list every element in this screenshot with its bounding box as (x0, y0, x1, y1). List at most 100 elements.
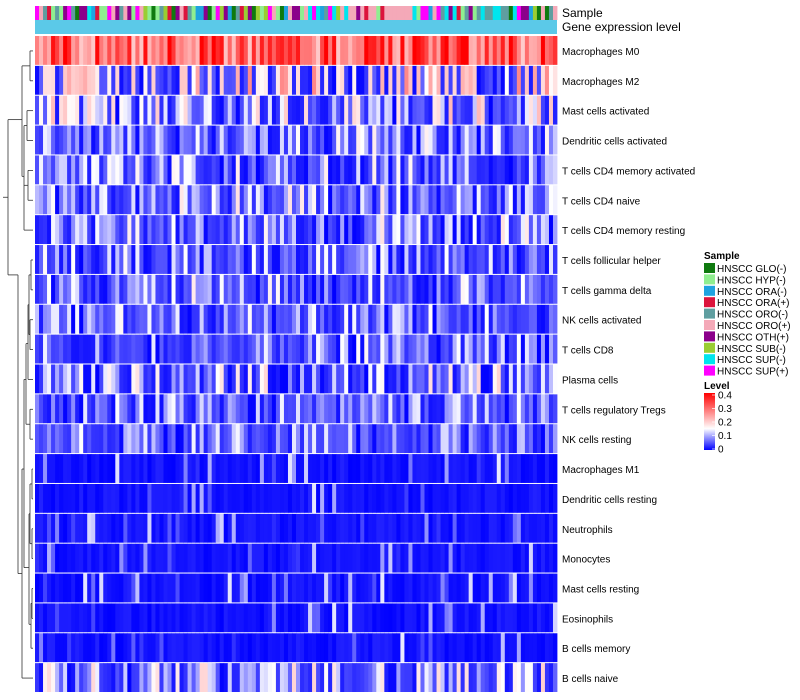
heatmap-cell (352, 36, 357, 65)
heatmap-cell (47, 603, 52, 633)
heatmap-cell (460, 633, 466, 663)
heatmap-cell (448, 36, 453, 65)
heatmap-cell (484, 454, 490, 483)
heatmap-cell (516, 483, 522, 513)
heatmap-cell (51, 424, 56, 454)
heatmap-cell (47, 245, 52, 274)
heatmap-cell (360, 215, 365, 245)
heatmap-cell (123, 215, 128, 245)
heatmap-cell (340, 334, 345, 364)
heatmap-cell (287, 633, 293, 663)
heatmap-cell (528, 663, 534, 692)
heatmap-cell (476, 394, 482, 424)
heatmap-cell (480, 573, 486, 603)
heatmap-cell (484, 543, 490, 573)
heatmap-cell (460, 215, 466, 245)
heatmap-cell (316, 543, 321, 573)
heatmap-cell (219, 304, 225, 334)
sample-annotation-cell (304, 6, 309, 20)
heatmap-cell (67, 394, 72, 424)
heatmap-cell (287, 334, 293, 364)
heatmap-cell (312, 274, 317, 304)
heatmap-cell (199, 125, 205, 155)
heatmap-cell (456, 334, 462, 364)
heatmap-cell (412, 304, 417, 334)
heatmap-cell (412, 364, 417, 394)
heatmap-cell (472, 65, 478, 95)
heatmap-cell (308, 454, 313, 483)
heatmap-cell (55, 633, 60, 663)
heatmap-cell (211, 125, 217, 155)
heatmap-cell (271, 513, 277, 543)
heatmap-cell (456, 394, 462, 424)
heatmap-cell (59, 274, 64, 304)
heatmap-cell (452, 454, 458, 483)
heatmap-cell (428, 215, 433, 245)
heatmap-cell (175, 274, 180, 304)
heatmap-cell (287, 483, 293, 513)
heatmap-cell (275, 573, 281, 603)
heatmap-cell (332, 454, 337, 483)
row-label: Macrophages M0 (562, 47, 640, 58)
heatmap-cell (364, 633, 369, 663)
heatmap-cell (484, 573, 490, 603)
heatmap-cell (51, 65, 56, 95)
heatmap-cell (103, 274, 108, 304)
heatmap-cell (47, 573, 52, 603)
heatmap-cell (308, 185, 313, 215)
sample-annotation-cell (328, 6, 333, 20)
heatmap-cell (215, 215, 221, 245)
heatmap-cell (187, 215, 192, 245)
sample-annotation-cell (151, 6, 156, 20)
heatmap-cell (388, 36, 393, 65)
heatmap-cell (476, 633, 482, 663)
heatmap-cell (464, 394, 470, 424)
heatmap-cell (508, 633, 514, 663)
heatmap-cell (360, 155, 365, 185)
heatmap-cell (251, 573, 257, 603)
sample-annotation-cell (392, 6, 397, 20)
heatmap-cell (223, 215, 229, 245)
heatmap-cell (271, 364, 277, 394)
heatmap-cell (47, 394, 52, 424)
heatmap-cell (219, 663, 225, 692)
heatmap-cell (279, 215, 285, 245)
heatmap-cell (215, 36, 221, 65)
heatmap-cell (396, 543, 401, 573)
heatmap-cell (63, 483, 68, 513)
heatmap-cell (263, 633, 269, 663)
heatmap-cell (67, 334, 72, 364)
heatmap-cell (516, 663, 522, 692)
heatmap-cell (147, 633, 152, 663)
heatmap-cell (159, 543, 164, 573)
heatmap-cell (384, 245, 389, 274)
heatmap-cell (207, 125, 213, 155)
heatmap-cell (492, 95, 498, 125)
heatmap-cell (239, 245, 245, 274)
heatmap-cell (420, 215, 425, 245)
heatmap-cell (183, 633, 188, 663)
heatmap-cell (279, 334, 285, 364)
heatmap-cell (219, 483, 225, 513)
heatmap-cell (536, 633, 542, 663)
heatmap-cell (215, 334, 221, 364)
heatmap-cell (320, 394, 325, 424)
heatmap-cell (516, 304, 522, 334)
heatmap-cell (283, 633, 289, 663)
heatmap-cell (139, 125, 144, 155)
heatmap-cell (364, 454, 369, 483)
heatmap-cell (271, 215, 277, 245)
heatmap-cell (400, 513, 405, 543)
heatmap-cell (171, 633, 176, 663)
heatmap-cell (468, 633, 474, 663)
heatmap-cell (348, 603, 353, 633)
heatmap-cell (472, 663, 478, 692)
heatmap-cell (239, 185, 245, 215)
heatmap-cell (416, 245, 421, 274)
heatmap-cell (312, 454, 317, 483)
heatmap-cell (183, 334, 188, 364)
heatmap-cell (484, 274, 490, 304)
heatmap-cell (159, 215, 164, 245)
heatmap-cell (328, 215, 333, 245)
heatmap-cell (195, 65, 201, 95)
